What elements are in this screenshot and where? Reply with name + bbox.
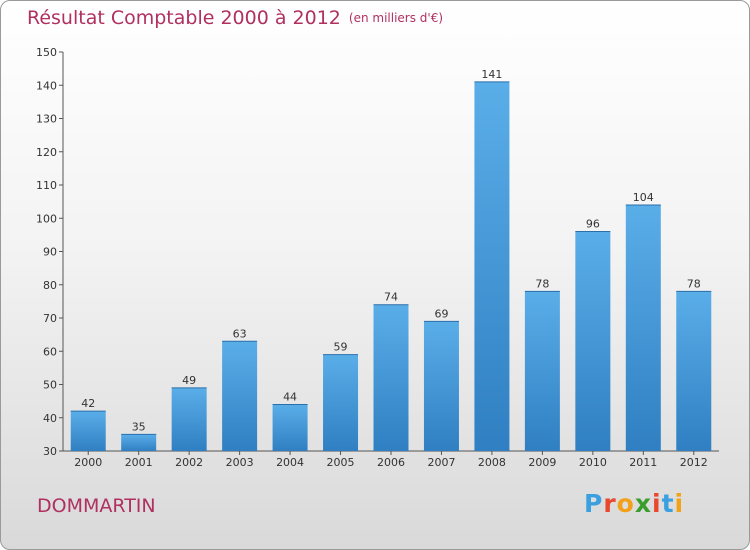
x-tick-label: 2006 [377,456,405,469]
x-tick-label: 2010 [579,456,607,469]
bar-value-label: 35 [132,420,146,433]
logo-letter: r [603,489,617,518]
y-tick-label: 30 [43,445,57,458]
bar [70,411,106,451]
bar-value-label: 78 [687,277,701,290]
bar [524,291,560,451]
y-tick-label: 140 [36,79,57,92]
y-tick-label: 70 [43,312,57,325]
x-tick-label: 2012 [680,456,708,469]
x-tick-label: 2009 [528,456,556,469]
logo-letter: o [616,489,635,518]
city-name: DOMMARTIN [37,495,156,517]
logo-letter: t [661,489,675,518]
y-tick-label: 80 [43,279,57,292]
bar-value-label: 78 [535,277,549,290]
x-tick-label: 2007 [427,456,455,469]
y-tick-label: 130 [36,113,57,126]
y-tick-label: 40 [43,412,57,425]
bar-value-label: 74 [384,291,398,304]
x-tick-label: 2002 [175,456,203,469]
y-tick-label: 100 [36,212,57,225]
bar-value-label: 63 [233,327,247,340]
y-tick-label: 150 [36,46,57,59]
chart-subtitle: (en milliers d'€) [348,11,444,25]
bar [625,204,661,451]
logo-letter: i [674,489,685,518]
bar [121,434,157,451]
bar [373,304,409,451]
bar-value-label: 42 [81,397,95,410]
bar-value-label: 49 [182,374,196,387]
bar-value-label: 69 [434,307,448,320]
logo-letter: x [634,489,652,518]
x-tick-label: 2000 [74,456,102,469]
bar-value-label: 44 [283,390,297,403]
bar-value-label: 104 [633,191,654,204]
logo-letter: P [584,489,604,518]
x-tick-label: 2003 [226,456,254,469]
bar [323,354,359,451]
y-tick-label: 50 [43,379,57,392]
bar [575,231,611,451]
chart-title: Résultat Comptable 2000 à 2012 (en millie… [27,7,443,29]
y-tick-label: 60 [43,345,57,358]
bar [171,387,207,451]
bar [272,404,308,451]
bar-value-label: 141 [481,68,502,81]
bar [222,341,258,451]
bar [423,321,459,451]
proxiti-logo[interactable]: Proxiti [584,489,684,518]
chart-title-text: Résultat Comptable 2000 à 2012 [27,7,341,29]
y-tick-label: 110 [36,179,57,192]
y-tick-label: 90 [43,246,57,259]
y-tick-label: 120 [36,146,57,159]
x-tick-label: 2005 [327,456,355,469]
bar-value-label: 59 [334,341,348,354]
x-tick-label: 2011 [629,456,657,469]
bar [676,291,712,451]
bar-value-label: 96 [586,218,600,231]
x-tick-label: 2008 [478,456,506,469]
logo-letter: i [652,489,662,518]
x-tick-label: 2001 [125,456,153,469]
x-tick-label: 2004 [276,456,304,469]
bar [474,81,510,452]
